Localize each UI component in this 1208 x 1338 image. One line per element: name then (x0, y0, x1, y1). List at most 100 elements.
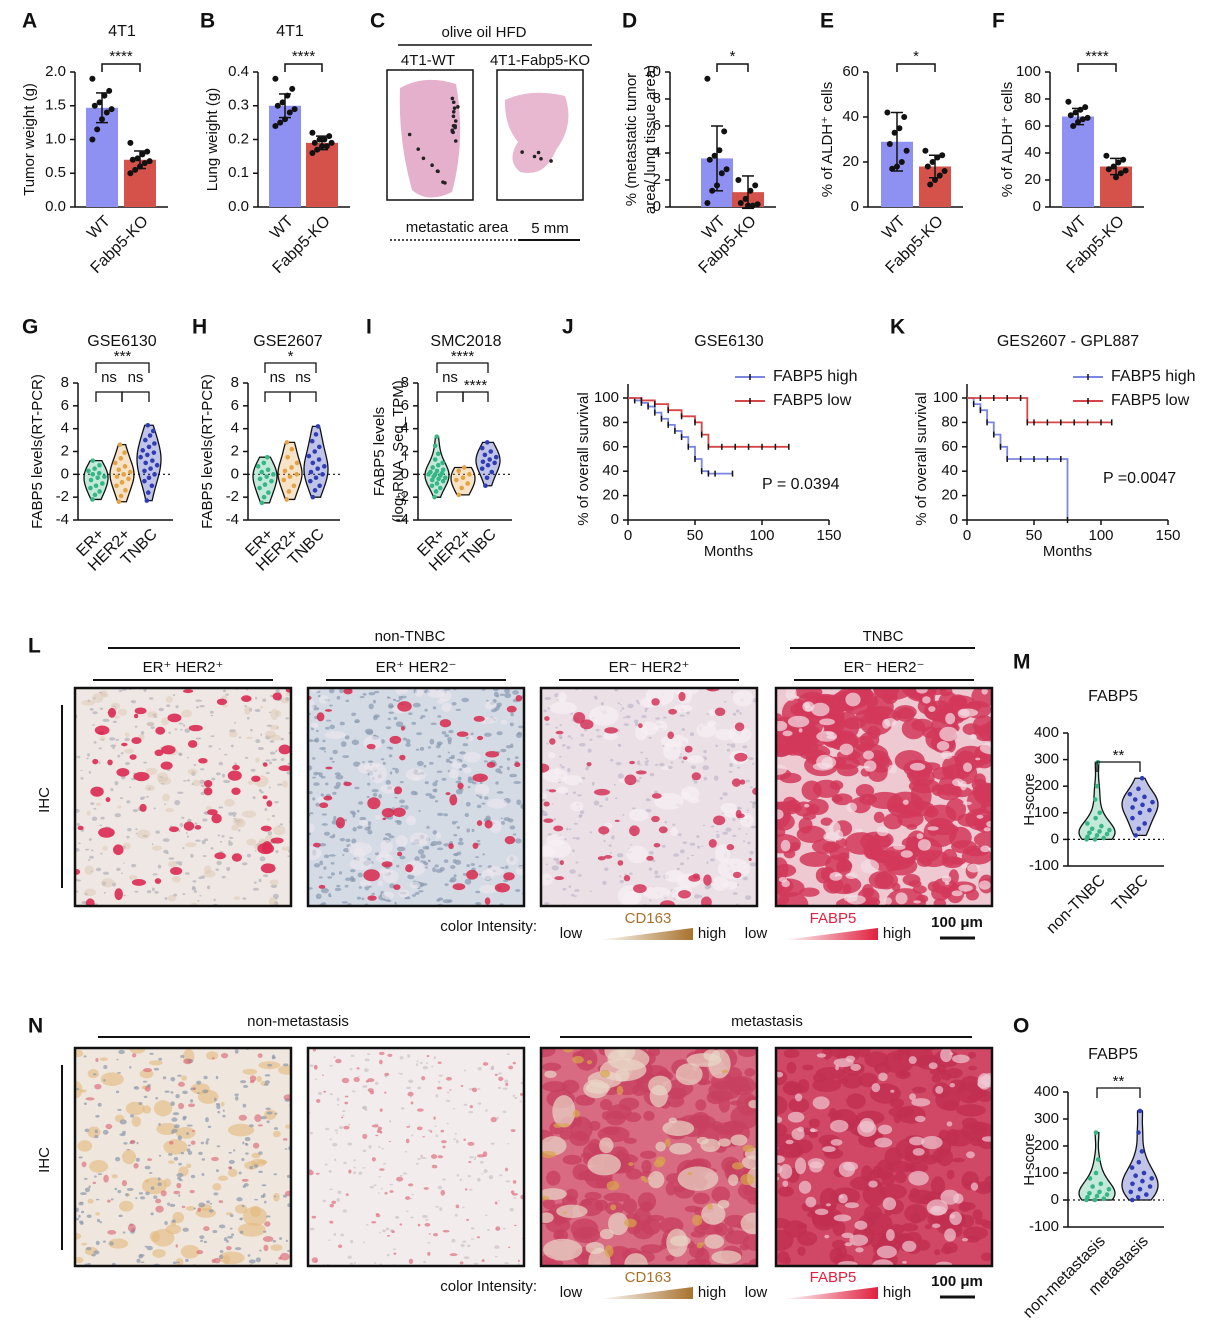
tissue-feature (512, 833, 517, 836)
tissue-feature (84, 888, 96, 897)
tissue-feature (129, 1065, 132, 1069)
tissue-feature (437, 1155, 444, 1159)
tissue-feature (200, 1239, 203, 1243)
tissue-feature (782, 730, 793, 737)
tissue-feature (718, 1138, 731, 1147)
tissue-feature (479, 795, 483, 799)
tissue-feature (436, 770, 443, 773)
tissue-feature (553, 1122, 562, 1128)
tissue-feature (209, 710, 214, 714)
tissue-feature (177, 791, 184, 795)
tissue-feature (926, 1199, 948, 1216)
tissue-feature (160, 1190, 167, 1197)
tissue-feature (136, 1258, 141, 1263)
tissue-feature (356, 809, 360, 813)
y-tick-label: 0 (1051, 830, 1059, 847)
tissue-feature (748, 1100, 757, 1109)
tissue-feature (193, 764, 197, 766)
tissue-feature (164, 897, 168, 900)
tissue-feature (732, 690, 754, 707)
tissue-feature (173, 1156, 179, 1161)
tissue-feature (378, 794, 383, 799)
tissue-feature (922, 696, 931, 704)
tissue-feature (210, 735, 215, 738)
tissue-feature (776, 1149, 785, 1156)
data-point (934, 154, 941, 161)
tissue-feature (414, 891, 420, 895)
tissue-feature (796, 825, 827, 843)
tissue-feature (190, 1140, 196, 1145)
tissue-feature (115, 738, 120, 741)
tissue-feature (315, 1078, 318, 1081)
subgroup-label: ER⁺ HER2⁻ (376, 659, 457, 676)
tissue-feature (966, 1151, 975, 1159)
tissue-feature (553, 825, 564, 832)
tissue-feature (583, 1079, 609, 1099)
tissue-feature (917, 839, 931, 851)
tissue-feature (438, 1074, 443, 1077)
tissue-feature (544, 1070, 557, 1078)
tissue-feature (102, 845, 108, 851)
tissue-feature (399, 1072, 403, 1075)
tissue-feature (471, 828, 475, 833)
tissue-feature (234, 1049, 239, 1054)
tissue-feature (725, 827, 732, 832)
tissue-feature (374, 814, 381, 820)
significance-bracket (1096, 1087, 1141, 1098)
tissue-feature (392, 1248, 396, 1251)
y-axis-label: % of ALDH⁺ cells (999, 82, 1016, 197)
tissue-feature (494, 1245, 500, 1249)
tissue-feature (380, 1187, 383, 1190)
data-point (704, 75, 711, 82)
tissue-feature (379, 868, 390, 875)
data-point (1136, 1130, 1141, 1135)
tissue-feature (329, 1203, 334, 1208)
tissue-feature (648, 1075, 672, 1096)
tissue-feature (140, 1261, 145, 1264)
tissue-feature (93, 741, 97, 744)
tissue-feature (375, 853, 394, 863)
tissue-feature (211, 1057, 215, 1060)
chart-title: GSE2607 (253, 333, 322, 350)
tissue-feature (677, 833, 682, 836)
tissue-feature (329, 704, 333, 707)
tissue-feature (426, 688, 445, 698)
tissue-feature (467, 736, 474, 742)
data-point (941, 168, 948, 174)
data-point (714, 182, 720, 189)
data-point (1137, 1186, 1143, 1192)
tissue-feature (168, 1160, 175, 1164)
tissue-feature (425, 845, 430, 850)
tissue-feature (719, 796, 723, 800)
tissue-feature (100, 1072, 124, 1087)
data-point (456, 492, 462, 498)
tissue-feature (637, 1192, 657, 1211)
tissue-feature (97, 1102, 102, 1107)
data-point (101, 92, 108, 99)
tissue-feature (374, 690, 380, 694)
data-point (149, 483, 155, 489)
tissue-feature (178, 722, 184, 725)
tissue-feature (449, 1089, 452, 1091)
tissue-feature (151, 845, 162, 851)
tissue-feature (932, 1149, 943, 1163)
tissue-feature (264, 1080, 271, 1084)
tissue-feature (936, 741, 950, 751)
data-point (436, 476, 441, 482)
tissue-feature (388, 1120, 392, 1123)
tissue-feature (226, 1246, 232, 1251)
tissue-feature (981, 1220, 992, 1230)
data-point (459, 485, 464, 491)
tissue-feature (452, 883, 466, 891)
tissue-feature (477, 1154, 485, 1158)
tissue-feature (640, 1244, 663, 1254)
tissue-feature (130, 1139, 136, 1145)
tissue-feature (424, 708, 428, 712)
tissue-feature (617, 860, 624, 866)
tissue-feature (194, 822, 198, 825)
tissue-feature (830, 1119, 849, 1133)
tissue-feature (194, 825, 202, 830)
tissue-feature (634, 722, 639, 727)
tissue-feature (183, 1058, 192, 1065)
data-point (272, 75, 279, 82)
